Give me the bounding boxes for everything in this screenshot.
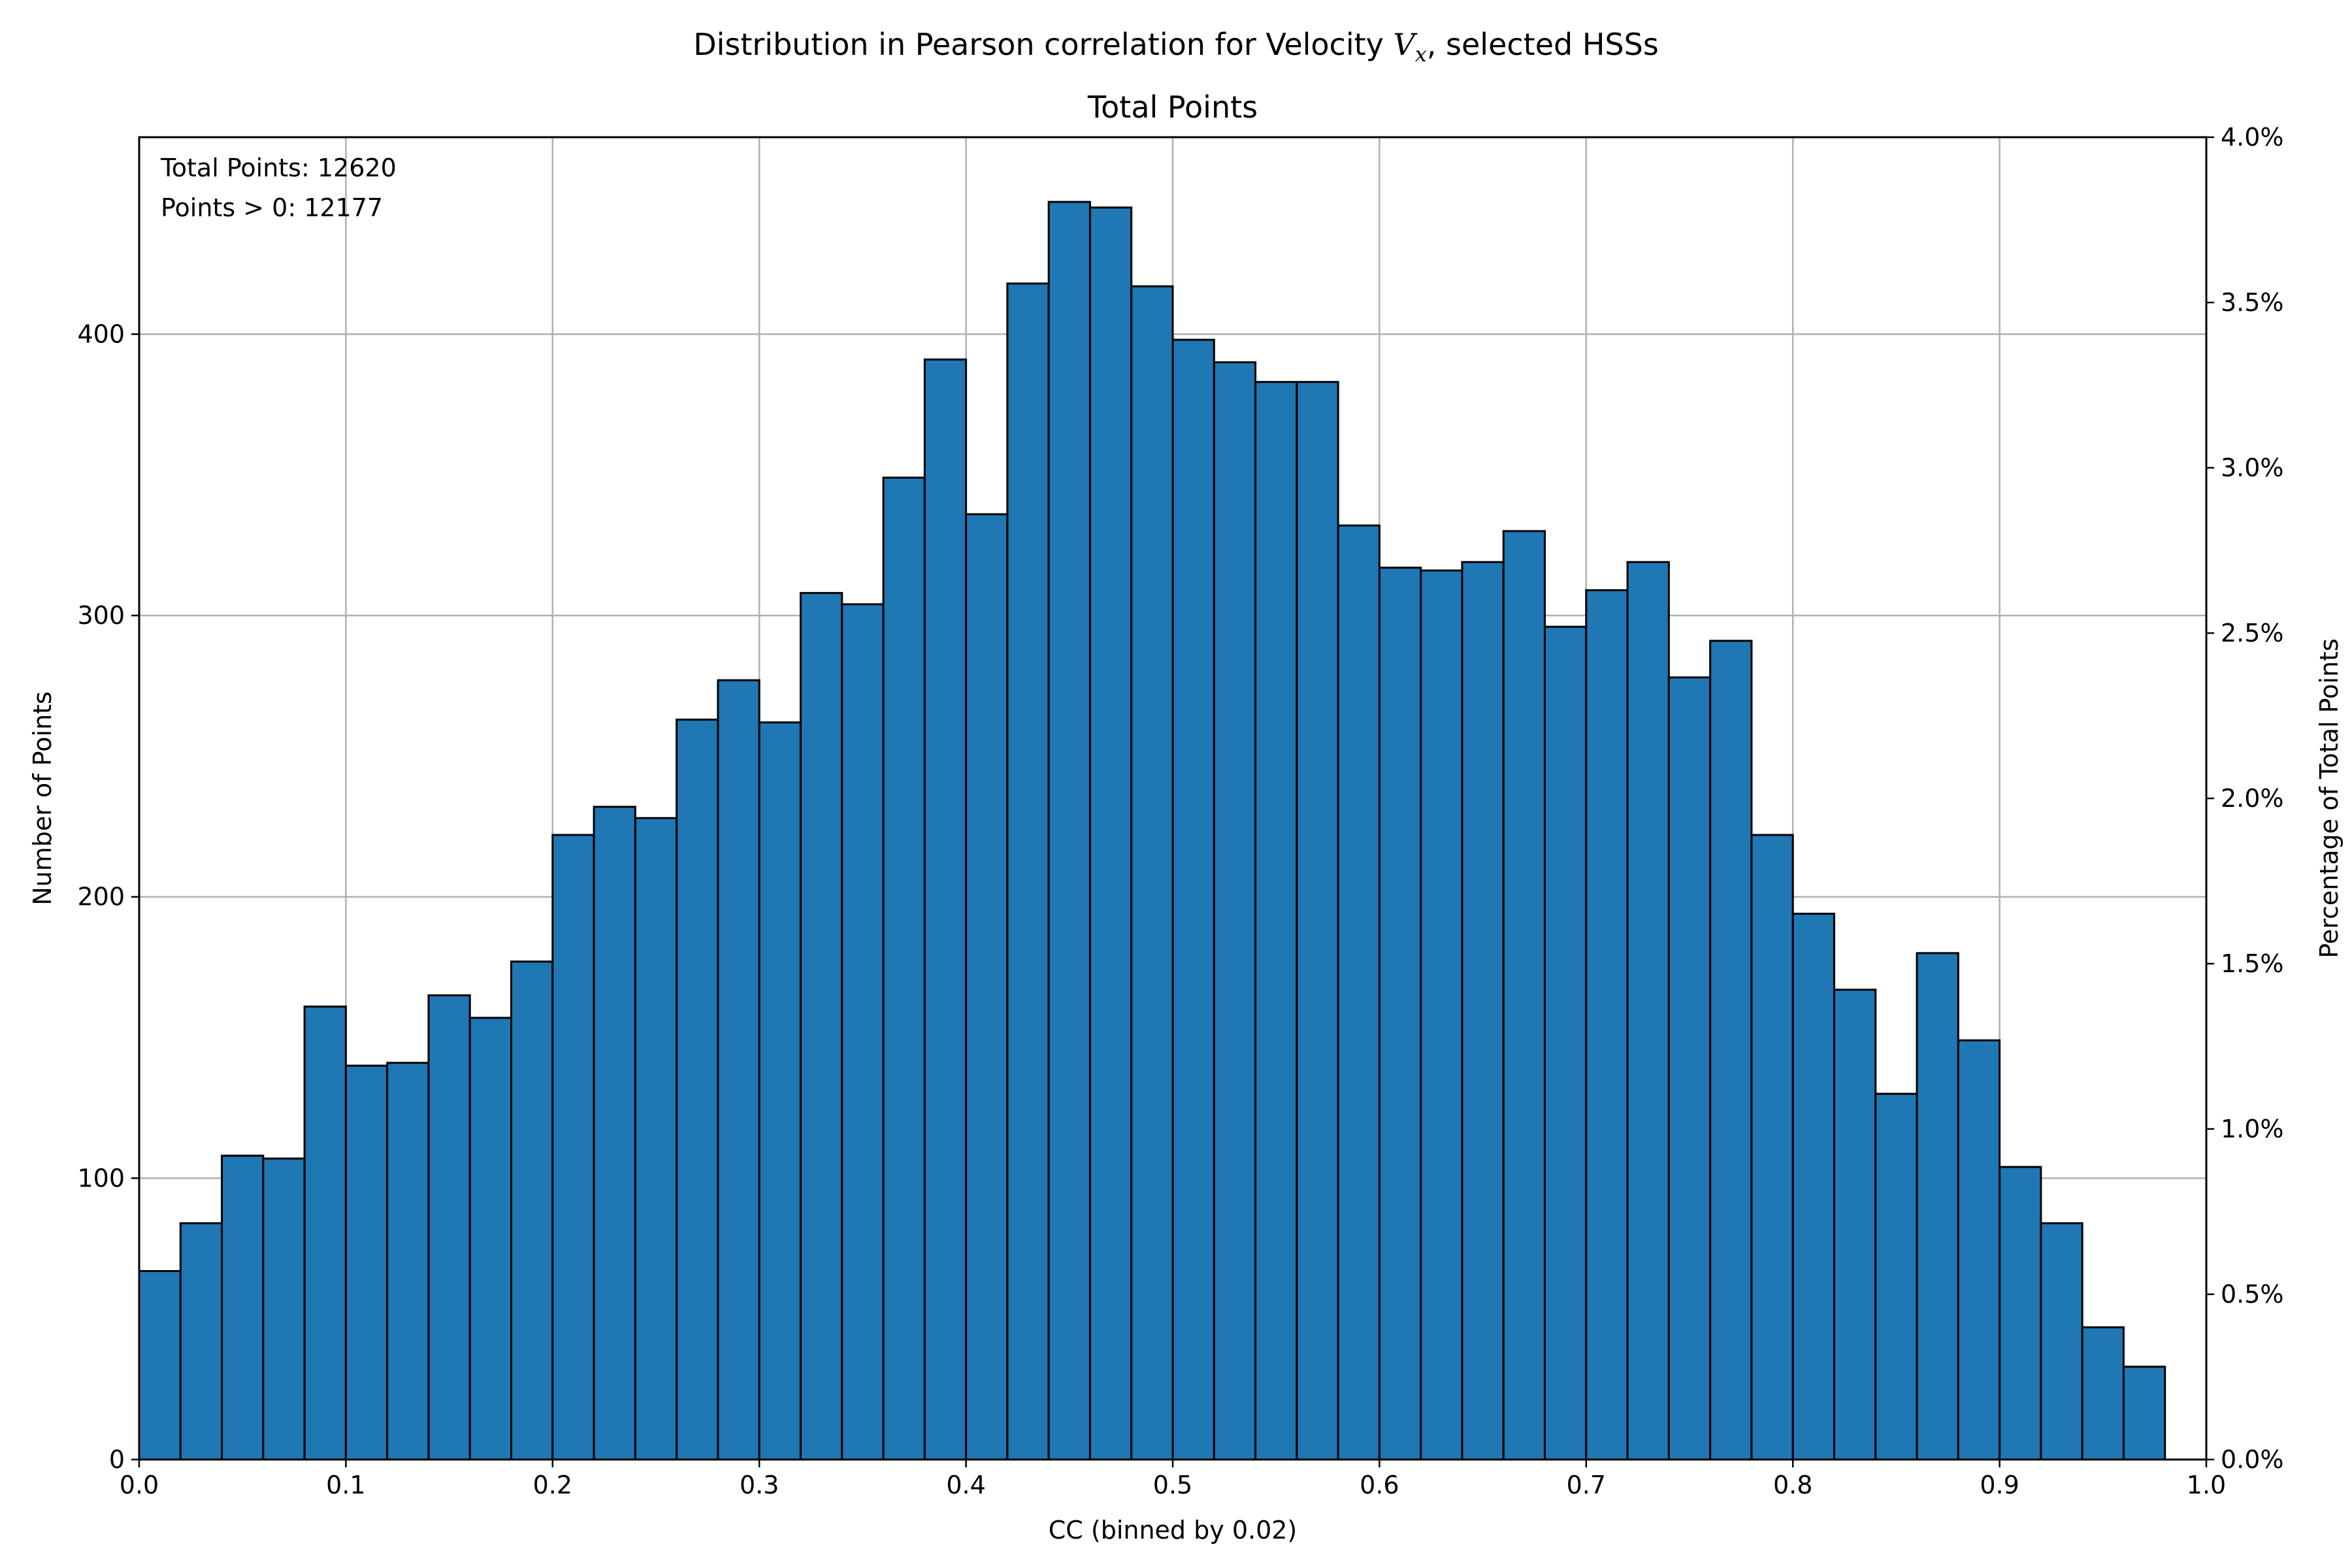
histogram-bar [262,1157,306,1461]
figure-suptitle: Distribution in Pearson correlation for … [693,27,1659,67]
histogram-bar [1626,561,1670,1461]
histogram-bar [1130,285,1174,1461]
x-tick-label: 1.0 [2187,1471,2226,1499]
histogram-bar [1461,561,1505,1461]
y-tick-label: 400 [77,319,125,348]
y-axis-ticks: 0 100 200 300 400 [77,319,139,1474]
x-tick-label: 0.4 [946,1471,985,1499]
x-axis-ticks: 0.0 0.1 0.2 0.3 0.4 0.5 0.6 0.7 0.8 0.9 1.0 [120,1460,2226,1499]
y2-tick-label: 2.0% [2221,784,2284,813]
histogram-bar [1544,625,1588,1461]
x-tick-label: 0.6 [1360,1471,1399,1499]
histogram-bar [1791,913,1835,1461]
histogram-bar [799,592,843,1461]
histogram-bar [551,834,595,1461]
y-tick-label: 0 [109,1445,125,1474]
x-tick-label: 0.8 [1773,1471,1812,1499]
histogram-bar [634,817,678,1461]
x-tick-label: 0.9 [1980,1471,2019,1499]
x-tick-label: 0.1 [326,1471,365,1499]
x-tick-label: 0.0 [120,1471,159,1499]
histogram-bar [923,358,968,1461]
histogram-bar [1006,282,1050,1461]
annotation-total-points: Total Points: 12620 [160,154,397,182]
x-tick-label: 0.3 [740,1471,779,1499]
histogram-bar [1999,1166,2042,1461]
histogram-bar [1088,206,1133,1461]
histogram-bar [2081,1326,2125,1461]
histogram-bar [717,679,760,1461]
histogram-bar [2122,1365,2166,1461]
histogram-bar [1502,530,1546,1461]
x-tick-label: 0.2 [533,1471,572,1499]
histogram-bar [510,960,554,1461]
x-tick-label: 0.7 [1567,1471,1606,1499]
histogram-bar [1420,569,1463,1461]
histogram-bar [882,476,926,1461]
histogram-bar [1874,1092,1918,1461]
y2-tick-label: 3.0% [2221,453,2284,482]
y2-tick-label: 1.5% [2221,949,2284,978]
histogram-bar [1213,361,1257,1461]
histogram-bar [593,806,636,1461]
histogram-bar [1378,566,1422,1461]
y2-tick-label: 0.5% [2221,1280,2284,1309]
histogram-bar [344,1064,389,1461]
y2-tick-label: 0.0% [2221,1445,2284,1474]
axes-title: Total Points [1087,90,1258,125]
histogram-bar [1957,1039,2001,1461]
histogram-bar [1709,640,1753,1461]
histogram-bar [427,994,471,1461]
histogram-bar [1254,381,1298,1461]
histogram-bar [1296,381,1339,1461]
y2-tick-label: 1.0% [2221,1115,2284,1143]
histogram-bar [841,603,885,1461]
histogram-bar [1916,952,1959,1461]
histogram-bars [138,201,2166,1461]
histogram-bar [965,513,1009,1461]
y-tick-label: 300 [77,601,125,630]
histogram-bar [1833,988,1877,1461]
x-tick-label: 0.5 [1153,1471,1192,1499]
histogram-bar [1171,338,1215,1461]
y2-axis-label: Percentage of Total Points [2315,638,2344,958]
y-tick-label: 200 [77,883,125,911]
histogram-bar [676,718,719,1461]
y2-tick-label: 3.5% [2221,288,2284,317]
y2-tick-label: 4.0% [2221,123,2284,152]
histogram-bar [1585,589,1629,1461]
histogram-bar [179,1222,223,1461]
histogram-bar [221,1154,265,1461]
histogram-bar [138,1269,182,1461]
histogram-bar [758,721,802,1461]
histogram-bar [1047,201,1091,1461]
histogram-bar [2040,1222,2083,1461]
histogram-bar [1750,834,1794,1461]
histogram-bar [468,1017,513,1461]
y2-axis-ticks: 0.0% 0.5% 1.0% 1.5% 2.0% 2.5% 3.0% 3.5% 4.0% [2206,123,2284,1474]
y-tick-label: 100 [77,1164,125,1192]
x-axis-label: CC (binned by 0.02) [1049,1516,1298,1544]
histogram-bar [1667,676,1712,1461]
y2-tick-label: 2.5% [2221,619,2284,647]
histogram-bar [386,1062,430,1461]
histogram-bar [1337,524,1380,1461]
histogram-bar [303,1005,347,1461]
annotation-points-positive: Points > 0: 12177 [161,193,383,222]
y-axis-label: Number of Points [28,691,57,906]
